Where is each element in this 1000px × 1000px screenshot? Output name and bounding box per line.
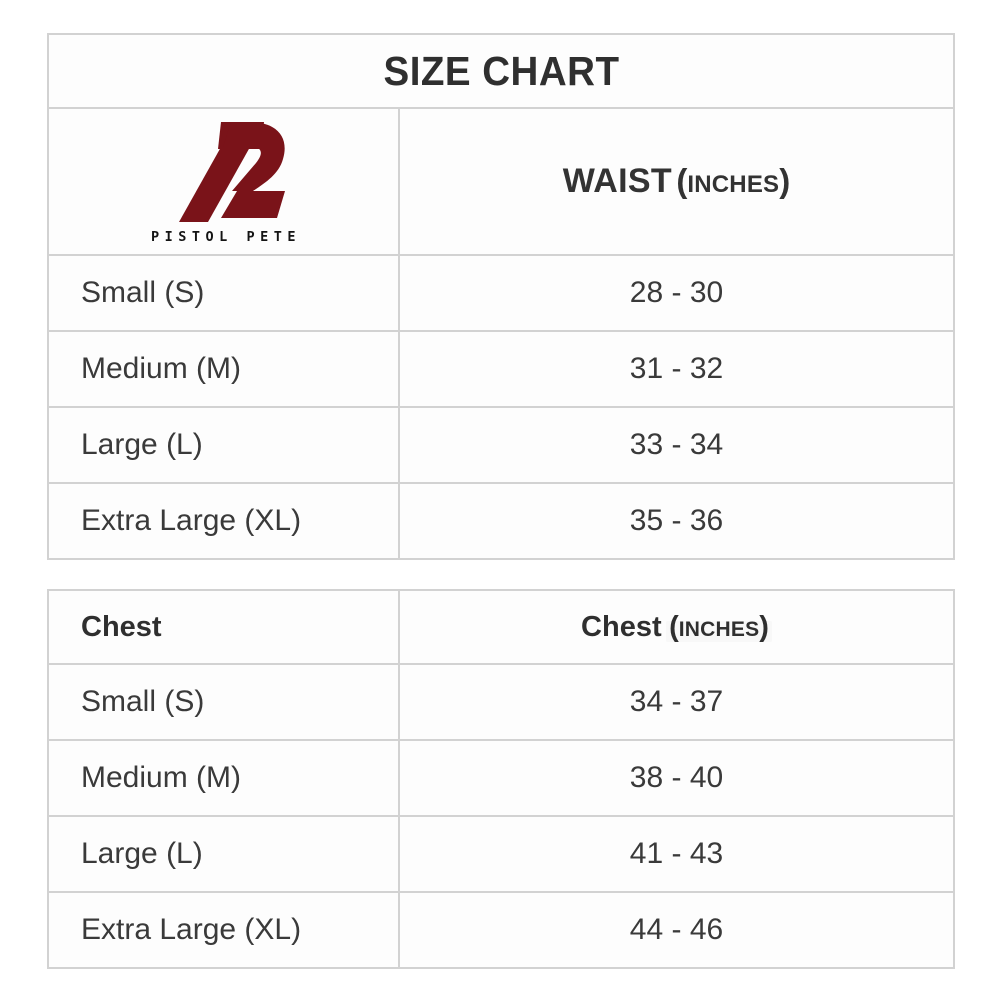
table-row: Large (L) 33 - 34 [47, 406, 955, 484]
page-title: SIZE CHART [383, 47, 619, 94]
chest-row-value-0: 34 - 37 [398, 663, 955, 741]
waist-header-row: PISTOL PETE WAIST (INCHES) [47, 107, 955, 256]
waist-unit-label: INCHES [687, 171, 780, 198]
chest-row-value-3: 44 - 46 [398, 891, 955, 969]
waist-row-size-3: Extra Large (XL) [47, 482, 400, 560]
chest-size-table: Chest Chest (INCHES) Small (S) 34 - 37 M… [47, 589, 955, 969]
chest-unit-group: (INCHES) [666, 611, 772, 643]
table-row: Large (L) 41 - 43 [47, 815, 955, 893]
brand-wordmark: PISTOL PETE [151, 229, 301, 245]
chest-unit-close-paren: ) [759, 610, 769, 643]
chest-header-row: Chest Chest (INCHES) [47, 589, 955, 665]
table-row: Extra Large (XL) 44 - 46 [47, 891, 955, 969]
waist-size-table: SIZE CHART [47, 33, 955, 560]
chest-header-size-label: Chest [81, 610, 162, 643]
brand-logo-cell: PISTOL PETE [47, 107, 400, 256]
chest-row-size-1: Medium (M) [47, 739, 400, 817]
chest-header-measure-cell: Chest (INCHES) [398, 589, 955, 665]
table-row: Extra Large (XL) 35 - 36 [47, 482, 955, 560]
brand-logo: PISTOL PETE [146, 117, 301, 245]
waist-row-value-1: 31 - 32 [398, 330, 955, 408]
waist-unit-open-paren: ( [676, 162, 688, 199]
chest-header-label: Chest [581, 610, 662, 643]
waist-row-size-1: Medium (M) [47, 330, 400, 408]
waist-row-value-0: 28 - 30 [398, 254, 955, 332]
chest-row-value-2: 41 - 43 [398, 815, 955, 893]
waist-unit-close-paren: ) [779, 162, 791, 199]
waist-row-size-2: Large (L) [47, 406, 400, 484]
table-row: Medium (M) 31 - 32 [47, 330, 955, 408]
waist-header-cell: WAIST (INCHES) [398, 107, 955, 256]
waist-row-value-3: 35 - 36 [398, 482, 955, 560]
chest-unit-label: INCHES [678, 617, 760, 641]
waist-header-label: WAIST [562, 162, 672, 200]
title-row: SIZE CHART [47, 33, 955, 109]
chest-row-value-1: 38 - 40 [398, 739, 955, 817]
table-row: Small (S) 28 - 30 [47, 254, 955, 332]
chest-row-size-3: Extra Large (XL) [47, 891, 400, 969]
chest-row-size-2: Large (L) [47, 815, 400, 893]
chest-row-size-0: Small (S) [47, 663, 400, 741]
table-row: Medium (M) 38 - 40 [47, 739, 955, 817]
waist-row-size-0: Small (S) [47, 254, 400, 332]
table-row: Small (S) 34 - 37 [47, 663, 955, 741]
waist-row-value-2: 33 - 34 [398, 406, 955, 484]
chart-title-cell: SIZE CHART [47, 33, 955, 109]
chest-header-size-cell: Chest [47, 589, 400, 665]
chest-unit-open-paren: ( [669, 610, 679, 643]
p2-monogram-icon [178, 122, 285, 222]
